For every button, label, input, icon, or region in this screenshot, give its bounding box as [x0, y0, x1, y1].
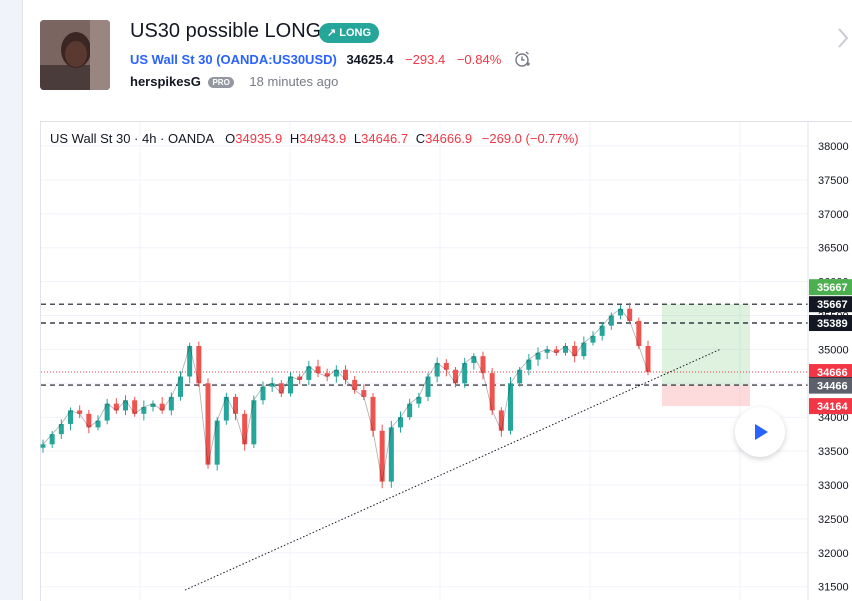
symbol-link[interactable]: US Wall St 30 (OANDA:US30USD) — [130, 51, 337, 67]
author-avatar[interactable] — [40, 20, 110, 90]
author-name[interactable]: herspikesG — [130, 74, 201, 89]
low-label: L — [353, 131, 362, 146]
play-button[interactable] — [735, 407, 785, 457]
chart-symbol: US Wall St 30 · 4h · OANDA — [50, 131, 214, 146]
idea-title: US30 possible LONG — [130, 20, 322, 42]
low-value: 34646.7 — [361, 131, 409, 146]
publish-time: 18 minutes ago — [249, 74, 339, 89]
price-change: −293.4 — [405, 51, 446, 67]
arrow-up-right-icon: ↗ — [327, 27, 337, 39]
price-change-pct: −0.84% — [456, 51, 502, 67]
alarm-icon[interactable] — [513, 50, 531, 71]
close-value: 34666.9 — [425, 131, 473, 146]
open-label: O — [225, 131, 236, 146]
high-label: H — [289, 131, 300, 146]
author-row: herspikesG PRO 18 minutes ago — [130, 74, 338, 89]
long-badge: ↗ LONG — [319, 23, 379, 43]
long-badge-label: LONG — [339, 27, 371, 39]
high-value: 34943.9 — [299, 131, 347, 146]
chart-frame[interactable] — [40, 121, 852, 601]
play-icon — [755, 424, 768, 440]
chart-change: −269.0 (−0.77%) — [481, 131, 579, 146]
chart-legend: US Wall St 30 · 4h · OANDA O34935.9 H349… — [50, 131, 579, 146]
left-gutter — [0, 0, 23, 600]
open-value: 34935.9 — [235, 131, 283, 146]
chevron-right-icon[interactable] — [836, 26, 850, 50]
pro-badge: PRO — [208, 77, 234, 89]
last-price: 34625.4 — [346, 51, 394, 67]
close-label: C — [415, 131, 426, 146]
symbol-row: US Wall St 30 (OANDA:US30USD) 34625.4 −2… — [130, 50, 531, 71]
